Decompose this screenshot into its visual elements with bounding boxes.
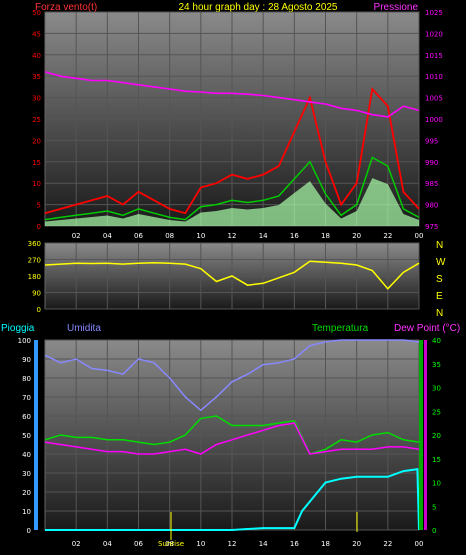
x-tick-label: 08 <box>165 540 174 548</box>
compass-letter: E <box>436 291 443 302</box>
wind-direction-line <box>44 260 420 290</box>
rain-axis-bar <box>34 340 38 530</box>
x-tick-label: 20 <box>352 540 361 548</box>
x-tick-label: 16 <box>290 232 299 240</box>
x-tick-label: 02 <box>72 540 81 548</box>
pressure-tick-label: 980 <box>425 202 438 210</box>
direction-tick-label: 180 <box>28 273 41 281</box>
pressure-tick-label: 985 <box>425 180 438 188</box>
x-tick-label: 12 <box>228 232 237 240</box>
humidity-axis-title: Umidita <box>67 323 101 334</box>
pressure-tick-label: 1000 <box>425 116 443 124</box>
wind-avg-line <box>44 156 420 221</box>
x-tick-label: 00 <box>415 232 424 240</box>
rain-tick-label: 80 <box>22 375 31 383</box>
pressure-tick-label: 1020 <box>425 30 443 38</box>
temperature-tick-label: 15 <box>432 456 441 464</box>
rain-tick-label: 90 <box>22 356 31 364</box>
temperature-tick-label: 25 <box>432 408 441 416</box>
wind-tick-label: 30 <box>32 95 41 103</box>
wind-axis-title: Forza vento(t) <box>35 2 97 13</box>
x-tick-label: 10 <box>196 232 205 240</box>
rain-axis-title: Pioggia <box>1 323 35 334</box>
pressure-tick-label: 995 <box>425 137 438 145</box>
compass-letter: N <box>436 240 443 251</box>
rain-line <box>45 468 420 531</box>
rain-tick-label: 50 <box>22 432 31 440</box>
rain-tick-label: 30 <box>22 470 31 478</box>
pressure-axis-title: Pressione <box>374 2 419 13</box>
rain-tick-label: 60 <box>22 413 31 421</box>
pressure-line <box>44 71 420 118</box>
wind-tick-label: 40 <box>32 52 41 60</box>
wind-tick-label: 15 <box>32 159 41 167</box>
dewpoint-axis-bar <box>424 340 427 530</box>
pressure-tick-label: 1005 <box>425 95 443 103</box>
wind-avg-area <box>45 178 419 226</box>
x-tick-label: 04 <box>103 540 112 548</box>
pressure-tick-label: 1025 <box>425 9 443 17</box>
pressure-tick-label: 975 <box>425 223 438 231</box>
compass-letter: S <box>436 274 443 285</box>
wind-tick-label: 25 <box>32 116 41 124</box>
rain-tick-label: 100 <box>18 337 31 345</box>
chart-title: 24 hour graph day : 28 Agosto 2025 <box>178 2 337 13</box>
x-tick-label: 08 <box>165 232 174 240</box>
x-tick-label: 02 <box>72 232 81 240</box>
wind-speed-line <box>44 87 420 215</box>
direction-tick-label: 90 <box>32 290 41 298</box>
temperature-axis-bar <box>419 340 423 530</box>
temperature-axis-title: Temperatura <box>312 323 369 334</box>
sunrise-label: Sunrise <box>158 540 184 548</box>
x-tick-label: 22 <box>383 540 392 548</box>
rain-tick-label: 70 <box>22 394 31 402</box>
x-tick-label: 06 <box>134 540 143 548</box>
direction-tick-label: 0 <box>37 306 41 314</box>
temperature-tick-label: 35 <box>432 361 441 369</box>
rain-tick-label: 10 <box>22 508 31 516</box>
wind-tick-label: 45 <box>32 30 41 38</box>
x-tick-label: 18 <box>321 232 330 240</box>
pressure-tick-label: 990 <box>425 159 438 167</box>
x-tick-label: 22 <box>383 232 392 240</box>
temperature-tick-label: 10 <box>432 480 441 488</box>
wind-tick-label: 5 <box>37 202 41 210</box>
pressure-tick-label: 1015 <box>425 52 443 60</box>
x-tick-label: 04 <box>103 232 112 240</box>
dewpoint-axis-title: Dew Point (°C) <box>394 323 460 334</box>
x-tick-label: 06 <box>134 232 143 240</box>
compass-letter: N <box>436 308 443 319</box>
wind-tick-label: 20 <box>32 137 41 145</box>
x-tick-label: 12 <box>228 540 237 548</box>
wind-tick-label: 10 <box>32 180 41 188</box>
temperature-tick-label: 30 <box>432 385 441 393</box>
temperature-tick-label: 5 <box>432 503 436 511</box>
temperature-line <box>44 415 420 455</box>
temperature-tick-label: 40 <box>432 337 441 345</box>
rain-tick-label: 20 <box>22 489 31 497</box>
x-tick-label: 20 <box>352 232 361 240</box>
direction-tick-label: 270 <box>28 257 41 265</box>
temperature-tick-label: 0 <box>432 527 436 535</box>
wind-tick-label: 0 <box>37 223 41 231</box>
x-tick-label: 14 <box>259 232 268 240</box>
dewpoint-line <box>44 422 420 455</box>
wind-tick-label: 35 <box>32 73 41 81</box>
x-tick-label: 00 <box>415 540 424 548</box>
temperature-tick-label: 20 <box>432 432 441 440</box>
compass-letter: W <box>436 257 446 268</box>
x-tick-label: 16 <box>290 540 299 548</box>
x-tick-label: 10 <box>196 540 205 548</box>
x-tick-label: 14 <box>259 540 268 548</box>
humidity-line <box>44 339 420 412</box>
wind-tick-label: 50 <box>32 9 41 17</box>
pressure-tick-label: 1010 <box>425 73 443 81</box>
direction-tick-label: 360 <box>28 240 41 248</box>
rain-tick-label: 0 <box>27 527 31 535</box>
rain-tick-label: 40 <box>22 451 31 459</box>
x-tick-label: 18 <box>321 540 330 548</box>
